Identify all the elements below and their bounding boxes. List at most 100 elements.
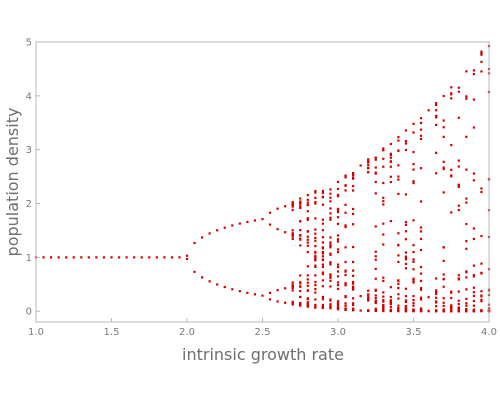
data-point — [465, 222, 468, 226]
data-point — [382, 308, 385, 311]
data-point — [299, 274, 302, 277]
data-point — [291, 286, 294, 290]
data-point — [404, 223, 408, 226]
data-point — [442, 135, 445, 138]
data-point — [419, 230, 423, 233]
x-axis-title: intrinsic growth rate — [182, 345, 344, 364]
data-point — [359, 164, 362, 167]
data-point — [321, 273, 324, 276]
data-point — [336, 251, 340, 254]
data-point — [352, 269, 355, 272]
data-point — [306, 194, 309, 197]
data-point — [367, 164, 370, 167]
data-point — [480, 52, 483, 55]
data-point — [412, 280, 415, 283]
data-point — [457, 90, 460, 93]
data-point — [480, 190, 483, 194]
data-point — [389, 219, 392, 223]
data-point — [238, 222, 241, 225]
data-point — [284, 301, 287, 304]
data-point — [419, 167, 423, 170]
data-point — [291, 289, 294, 292]
data-point — [472, 294, 475, 298]
data-point — [299, 244, 302, 247]
data-point — [419, 272, 423, 275]
data-point — [352, 177, 355, 180]
data-point — [397, 232, 400, 235]
data-point — [352, 297, 355, 300]
x-tick-label: 4.0 — [481, 327, 497, 338]
data-point — [472, 275, 475, 278]
data-point — [291, 235, 294, 238]
data-point — [352, 223, 355, 226]
data-point — [367, 158, 370, 161]
data-point — [329, 241, 332, 244]
data-point — [472, 286, 475, 289]
x-tick-label: 1.5 — [104, 327, 120, 338]
x-tick-label: 3.5 — [406, 327, 422, 338]
data-point — [382, 304, 385, 307]
data-point — [336, 287, 340, 291]
data-point — [321, 241, 324, 244]
data-point — [435, 301, 438, 304]
data-point — [472, 98, 475, 101]
data-point — [344, 246, 347, 249]
data-point — [329, 274, 332, 278]
data-point — [336, 222, 340, 225]
data-point — [321, 218, 324, 221]
data-point — [404, 308, 408, 311]
data-point — [306, 289, 309, 292]
data-point — [450, 211, 453, 214]
data-point — [404, 299, 408, 302]
data-point — [352, 207, 355, 211]
data-point — [336, 207, 340, 210]
data-point — [291, 232, 294, 235]
data-point — [397, 293, 400, 296]
data-point — [306, 305, 309, 308]
data-point — [314, 254, 317, 257]
data-point — [306, 303, 309, 306]
data-point — [359, 309, 362, 312]
data-point — [291, 237, 294, 241]
data-point — [344, 295, 347, 298]
data-point — [404, 304, 408, 308]
data-point — [329, 246, 332, 249]
data-point — [419, 309, 423, 312]
data-point — [321, 191, 324, 195]
data-point — [450, 304, 453, 307]
data-point — [419, 237, 423, 241]
data-point — [480, 234, 483, 238]
data-point — [404, 256, 408, 259]
data-point — [208, 280, 211, 283]
data-point — [125, 256, 128, 259]
data-point — [412, 278, 415, 281]
data-point — [344, 273, 347, 277]
data-point — [472, 274, 475, 277]
data-point — [382, 300, 385, 303]
data-point — [299, 205, 302, 208]
data-point — [314, 255, 317, 259]
data-point — [291, 208, 294, 212]
data-point — [321, 265, 324, 268]
data-point — [299, 295, 302, 299]
data-point — [352, 184, 355, 188]
data-point — [412, 251, 415, 254]
data-point — [329, 192, 332, 195]
x-tick-label: 1.0 — [28, 327, 44, 338]
data-point — [457, 274, 460, 277]
data-point — [435, 151, 438, 154]
data-point — [299, 220, 302, 223]
data-point — [419, 296, 423, 299]
data-point — [336, 240, 340, 243]
data-point — [412, 301, 415, 305]
data-point — [442, 259, 445, 262]
data-point — [374, 288, 377, 291]
data-point — [336, 187, 340, 191]
data-point — [382, 157, 385, 160]
data-point — [299, 206, 302, 210]
data-point — [329, 196, 332, 199]
data-point — [314, 291, 317, 294]
data-point — [389, 165, 392, 168]
data-point — [261, 218, 264, 221]
data-point — [321, 271, 324, 274]
